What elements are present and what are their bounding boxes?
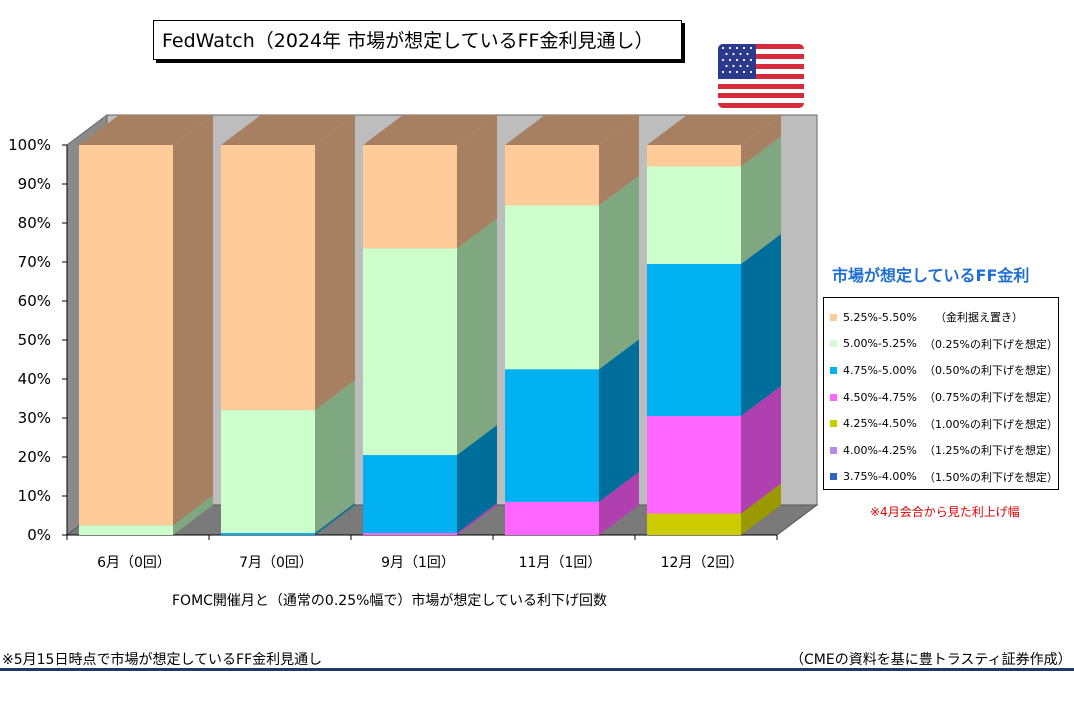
- legend-desc-label: （1.25%の利下げを想定）: [924, 444, 1058, 458]
- y-tick-label: 10%: [18, 487, 51, 505]
- bar-segment-side: [741, 233, 781, 417]
- bar-segment-side: [599, 339, 639, 502]
- legend-swatch: [830, 366, 837, 374]
- legend-item: 3.75%-4.00% （1.50%の利下げを想定）: [824, 464, 1058, 491]
- bar-segment-top: [221, 115, 355, 145]
- y-tick-label: 30%: [18, 409, 51, 427]
- x-axis-title: FOMC開催月と（通常の0.25%幅で）市場が想定している利下げ回数: [172, 593, 607, 609]
- x-tick-label: 11月（1回）: [519, 555, 602, 571]
- bar-segment: [363, 455, 457, 534]
- bar-segment: [363, 145, 457, 249]
- legend-range-label: 5.00%-5.25%: [843, 337, 917, 351]
- bar-segment: [647, 166, 741, 264]
- bar-segment-side: [457, 425, 497, 534]
- bar-segment-side: [457, 218, 497, 456]
- legend-desc-label: （0.75%の利下げを想定）: [924, 391, 1058, 405]
- footer-note: ※5月15日時点で市場が想定しているFF金利見通し: [2, 652, 323, 668]
- y-tick-label: 40%: [18, 370, 51, 388]
- legend-desc-label: （1.00%の利下げを想定）: [924, 417, 1058, 431]
- bar-segment-top: [647, 115, 781, 145]
- source-note: （CMEの資料を基に豊トラスティ証券作成）: [790, 652, 1072, 668]
- bar-segment-side: [457, 115, 497, 249]
- x-tick-label: 7月（0回）: [239, 555, 313, 571]
- legend-swatch: [830, 420, 837, 428]
- legend-item: 4.00%-4.25% （1.25%の利下げを想定）: [824, 437, 1058, 464]
- legend-range-label: 4.75%-5.00%: [843, 363, 917, 377]
- legend-item: 4.50%-4.75% （0.75%の利下げを想定）: [824, 384, 1058, 411]
- footer-divider: [0, 668, 1074, 671]
- bar-segment: [221, 145, 315, 411]
- legend-item: 5.00%-5.25% （0.25%の利下げを想定）: [824, 331, 1058, 358]
- legend-swatch: [830, 340, 837, 348]
- legend: 5.25%-5.50% （金利据え置き） 5.00%-5.25% （0.25%の利下げ…: [823, 297, 1059, 490]
- legend-desc-label: （0.25%の利下げを想定）: [924, 337, 1058, 351]
- bar-segment-side: [315, 115, 355, 411]
- y-tick-label: 50%: [18, 331, 51, 349]
- legend-item: 4.75%-5.00% （0.50%の利下げを想定）: [824, 357, 1058, 384]
- bar-segment-top: [363, 115, 497, 145]
- bar-segment: [221, 410, 315, 534]
- legend-range-label: 4.50%-4.75%: [843, 390, 917, 404]
- chart-title: FedWatch（2024年 市場が想定しているFF金利見通し）: [153, 20, 682, 60]
- bar-segment-side: [173, 115, 213, 526]
- legend-range-label: 5.25%-5.50%: [843, 310, 917, 324]
- legend-range-label: 3.75%-4.00%: [843, 470, 917, 484]
- bar-segment: [505, 145, 599, 206]
- bar-segment: [647, 263, 741, 417]
- bar-segment-side: [741, 115, 781, 167]
- bar-segment-side: [315, 503, 355, 535]
- bar-segment-side: [457, 503, 497, 535]
- y-tick-label: 90%: [18, 175, 51, 193]
- bar-segment: [647, 145, 741, 167]
- bar-segment-side: [741, 386, 781, 514]
- bar-segment: [79, 145, 173, 526]
- legend-swatch: [830, 446, 837, 454]
- bar-segment: [79, 525, 173, 535]
- annotation-note: ※4月会合から見た利上げ幅: [870, 505, 1020, 519]
- bar-segment: [505, 205, 599, 370]
- bar-segment: [505, 501, 599, 535]
- bar-segment: [647, 513, 741, 535]
- x-tick-label: 6月（0回）: [97, 555, 171, 571]
- legend-desc-label: （0.50%の利下げを想定）: [924, 364, 1058, 378]
- bar-segment: [363, 248, 457, 456]
- y-tick-label: 80%: [18, 214, 51, 232]
- bar-segment: [505, 369, 599, 502]
- legend-swatch: [830, 313, 837, 321]
- us-flag-icon: [718, 44, 804, 108]
- y-tick-label: 70%: [18, 253, 51, 271]
- bar-segment-top: [79, 115, 213, 145]
- legend-range-label: 4.25%-4.50%: [843, 417, 917, 431]
- legend-swatch: [830, 393, 837, 401]
- y-tick-label: 0%: [27, 526, 51, 544]
- bar-segment-side: [599, 115, 639, 206]
- y-tick-label: 60%: [18, 292, 51, 310]
- y-tick-label: 100%: [8, 136, 51, 154]
- legend-desc-label: （1.50%の利下げを想定）: [924, 470, 1058, 484]
- bar-segment-side: [173, 495, 213, 535]
- x-tick-label: 9月（1回）: [381, 555, 455, 571]
- bar-segment-side: [599, 175, 639, 370]
- bar-segment-side: [599, 471, 639, 535]
- legend-swatch: [830, 473, 837, 481]
- bar-segment: [221, 533, 315, 535]
- bar-segment-side: [741, 136, 781, 264]
- bar-segment-top: [505, 115, 639, 145]
- legend-range-label: 4.00%-4.25%: [843, 443, 917, 457]
- legend-desc-label: （金利据え置き）: [935, 311, 1023, 325]
- legend-title: 市場が想定しているFF金利: [832, 266, 1030, 285]
- bar-segment-side: [315, 380, 355, 534]
- x-tick-label: 12月（2回）: [661, 555, 744, 571]
- legend-item: 5.25%-5.50% （金利据え置き）: [824, 304, 1058, 331]
- y-tick-label: 20%: [18, 448, 51, 466]
- bar-segment-side: [741, 483, 781, 535]
- legend-item: 4.25%-4.50% （1.00%の利下げを想定）: [824, 410, 1058, 437]
- bar-segment: [363, 533, 457, 535]
- bar-segment: [647, 416, 741, 514]
